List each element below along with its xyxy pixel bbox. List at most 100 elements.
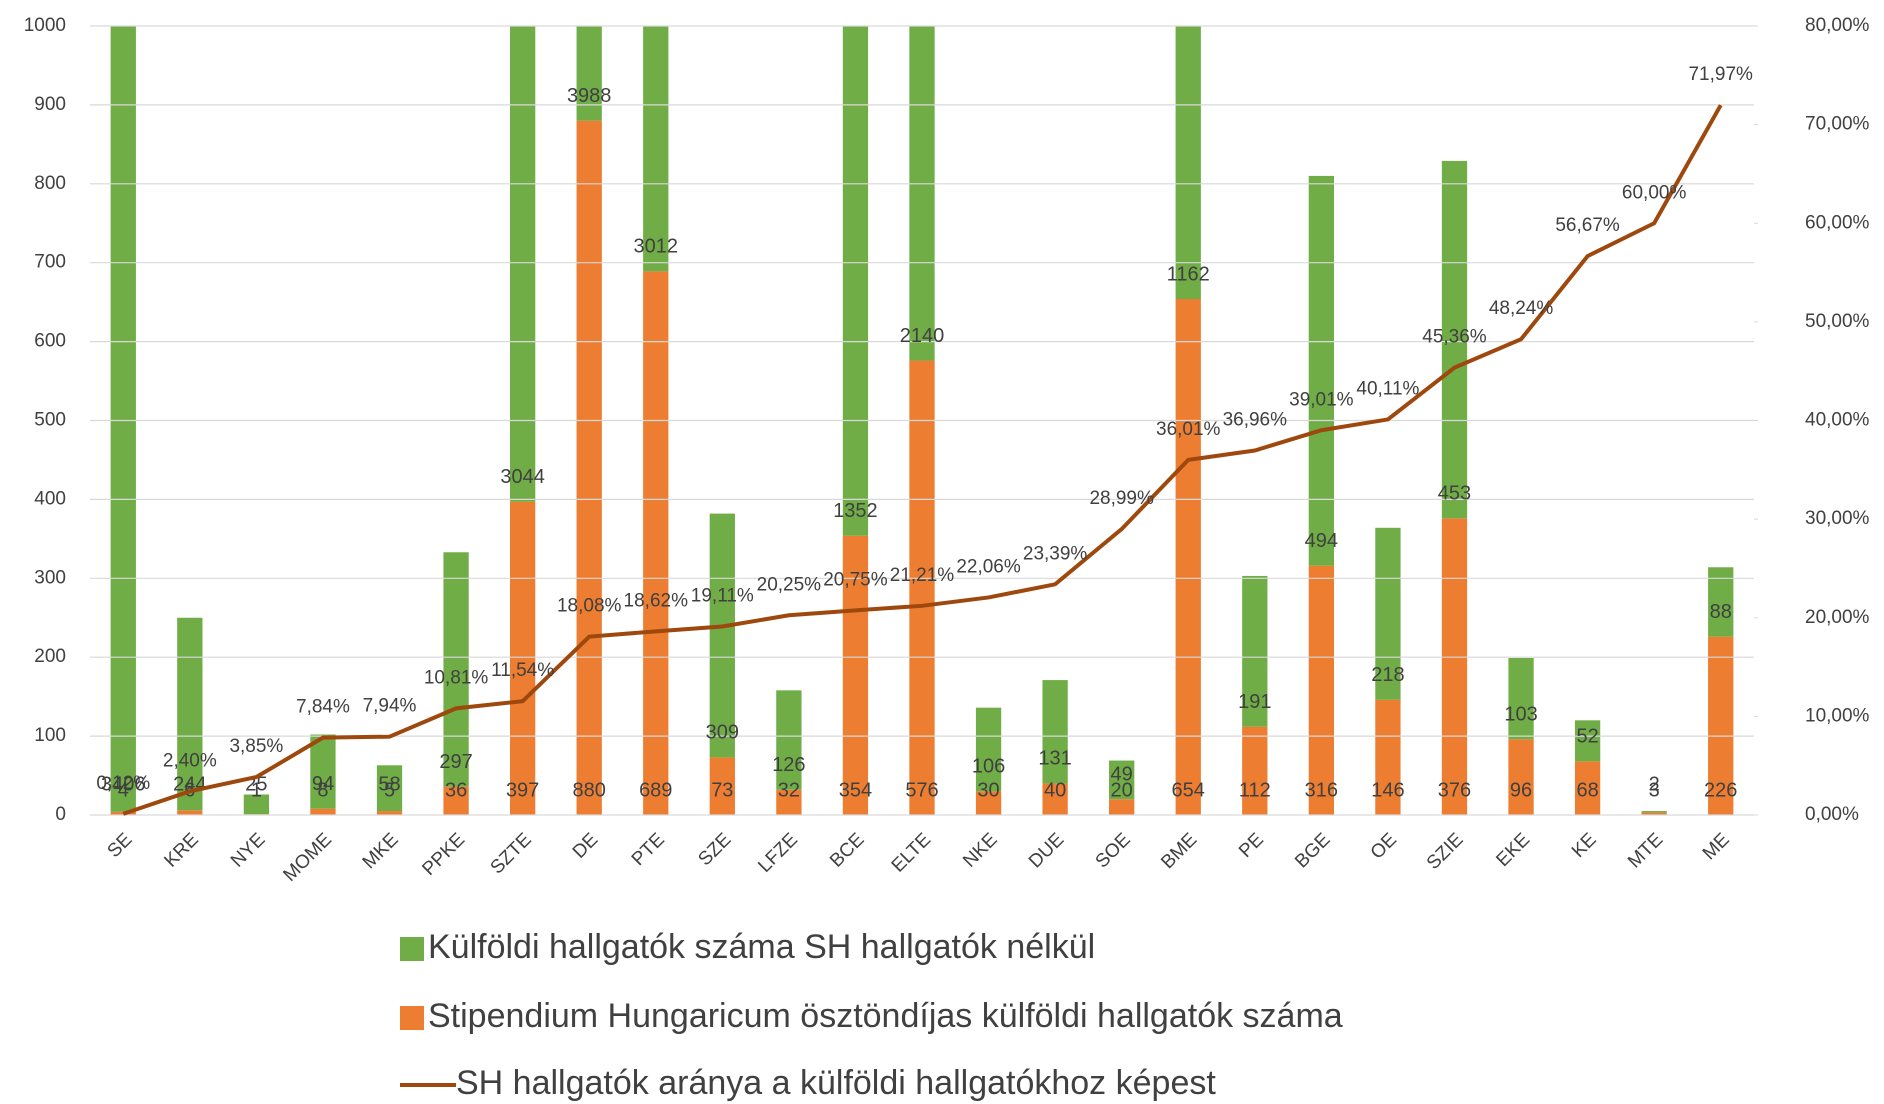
line-label: 0,12% — [96, 773, 150, 794]
bar-segment — [177, 810, 203, 815]
data-label: 20 — [1111, 779, 1133, 801]
bar-segment — [243, 794, 270, 815]
data-label: 191 — [1238, 691, 1271, 713]
line-label: 20,25% — [757, 574, 822, 595]
line-label: 45,36% — [1422, 327, 1487, 348]
bar-segment — [576, 120, 602, 815]
x-tick-label: KRE — [160, 829, 202, 871]
bar-segment — [1641, 812, 1667, 815]
line-label: 10,81% — [424, 667, 489, 688]
line-label: 20,75% — [823, 569, 888, 590]
x-tick-label: EKE — [1492, 829, 1534, 871]
x-tick-label: SZTE — [487, 829, 536, 878]
data-label: 94 — [312, 773, 334, 795]
bar-segment — [310, 734, 336, 809]
y2-tick-label: 80,00% — [1805, 15, 1870, 36]
data-label: 1 — [251, 779, 262, 801]
x-tick-label: SZE — [694, 829, 735, 870]
data-label: 73 — [711, 779, 733, 801]
data-label: 316 — [1305, 779, 1338, 801]
x-tick-label: PPKE — [418, 829, 469, 880]
data-label: 126 — [772, 754, 805, 776]
y-tick-label: 800 — [34, 173, 66, 194]
data-label: 494 — [1305, 530, 1338, 552]
line-label: 28,99% — [1089, 488, 1154, 509]
data-label: 8 — [317, 779, 328, 801]
x-tick-label: SZIE — [1423, 829, 1468, 874]
line-label: 21,21% — [890, 565, 955, 586]
bar-segment — [975, 707, 1002, 792]
bar-segment — [776, 690, 802, 790]
bar-segment — [1708, 636, 1734, 815]
bar-segment — [643, 26, 669, 272]
data-label: 3 — [1649, 779, 1660, 801]
bar-segment — [509, 26, 536, 502]
x-tick-label: BGE — [1291, 829, 1334, 872]
bar-segment — [110, 26, 136, 812]
line-label: 60,00% — [1622, 182, 1687, 203]
x-tick-label: PE — [1235, 829, 1268, 862]
y-tick-label: 300 — [34, 567, 66, 588]
bar-segment — [1308, 565, 1335, 815]
y-tick-label: 700 — [34, 252, 66, 273]
data-label: 654 — [1172, 779, 1205, 801]
bar-segment — [1574, 720, 1601, 762]
data-label: 376 — [1438, 779, 1471, 801]
data-label: 49 — [1111, 764, 1133, 786]
y-tick-label: 400 — [34, 488, 66, 509]
x-tick-label: MKE — [359, 829, 403, 873]
line-label: 7,94% — [363, 696, 417, 717]
data-label: 297 — [439, 751, 472, 773]
line-label: 22,06% — [956, 556, 1021, 577]
data-label: 2140 — [900, 325, 945, 347]
legend-label: SH hallgatók aránya a külföldi hallgatók… — [456, 1064, 1216, 1102]
bar-segment — [1308, 175, 1335, 566]
y2-tick-label: 60,00% — [1805, 212, 1870, 233]
data-label: 52 — [1576, 726, 1598, 748]
data-label: 2 — [1649, 773, 1660, 795]
data-label: 5 — [384, 779, 395, 801]
data-label: 58 — [378, 773, 400, 795]
line-label: 3,85% — [229, 736, 283, 757]
bar-segment — [1508, 657, 1534, 740]
data-label: 103 — [1504, 704, 1537, 726]
bar-segment — [376, 811, 403, 815]
y-tick-label: 200 — [34, 646, 66, 667]
bar-segment — [310, 808, 336, 815]
data-label: 3406 — [101, 773, 146, 795]
bar-segment — [1042, 680, 1068, 784]
y2-tick-label: 30,00% — [1805, 508, 1870, 529]
bar-segment — [1508, 739, 1534, 815]
y-tick-label: 100 — [34, 725, 66, 746]
data-label: 1352 — [833, 500, 878, 522]
line-label: 48,24% — [1489, 298, 1554, 319]
line-label: 18,08% — [557, 596, 622, 617]
line-label: 71,97% — [1688, 64, 1753, 85]
data-label: 36 — [445, 779, 467, 801]
bar-segment — [1641, 811, 1667, 813]
data-label: 88 — [1710, 601, 1732, 623]
line-label: 2,40% — [163, 750, 217, 771]
bar-segment — [842, 535, 869, 815]
data-label: 32 — [778, 779, 800, 801]
bar-segment — [709, 513, 735, 758]
line-label: 39,01% — [1289, 389, 1354, 410]
bar-segment — [443, 552, 469, 787]
x-tick-label: NYE — [227, 829, 269, 871]
x-tick-label: DE — [569, 829, 603, 863]
bar-segment — [376, 765, 403, 812]
line-series — [122, 104, 1723, 816]
data-label: 40 — [1044, 779, 1066, 801]
data-label: 112 — [1239, 779, 1271, 801]
line-label: 7,84% — [296, 697, 350, 718]
legend-label: Külföldi hallgatók száma SH hallgatók né… — [428, 928, 1095, 966]
x-tick-label: ME — [1699, 829, 1734, 864]
bar-segment — [643, 271, 669, 815]
data-label: 30 — [977, 779, 999, 801]
bar-segment — [709, 757, 735, 815]
y2-tick-label: 10,00% — [1805, 705, 1870, 726]
x-tick-label: SE — [104, 829, 137, 862]
bar-segment — [1242, 726, 1268, 815]
legend-label: Stipendium Hungaricum ösztöndíjas külföl… — [428, 997, 1343, 1035]
